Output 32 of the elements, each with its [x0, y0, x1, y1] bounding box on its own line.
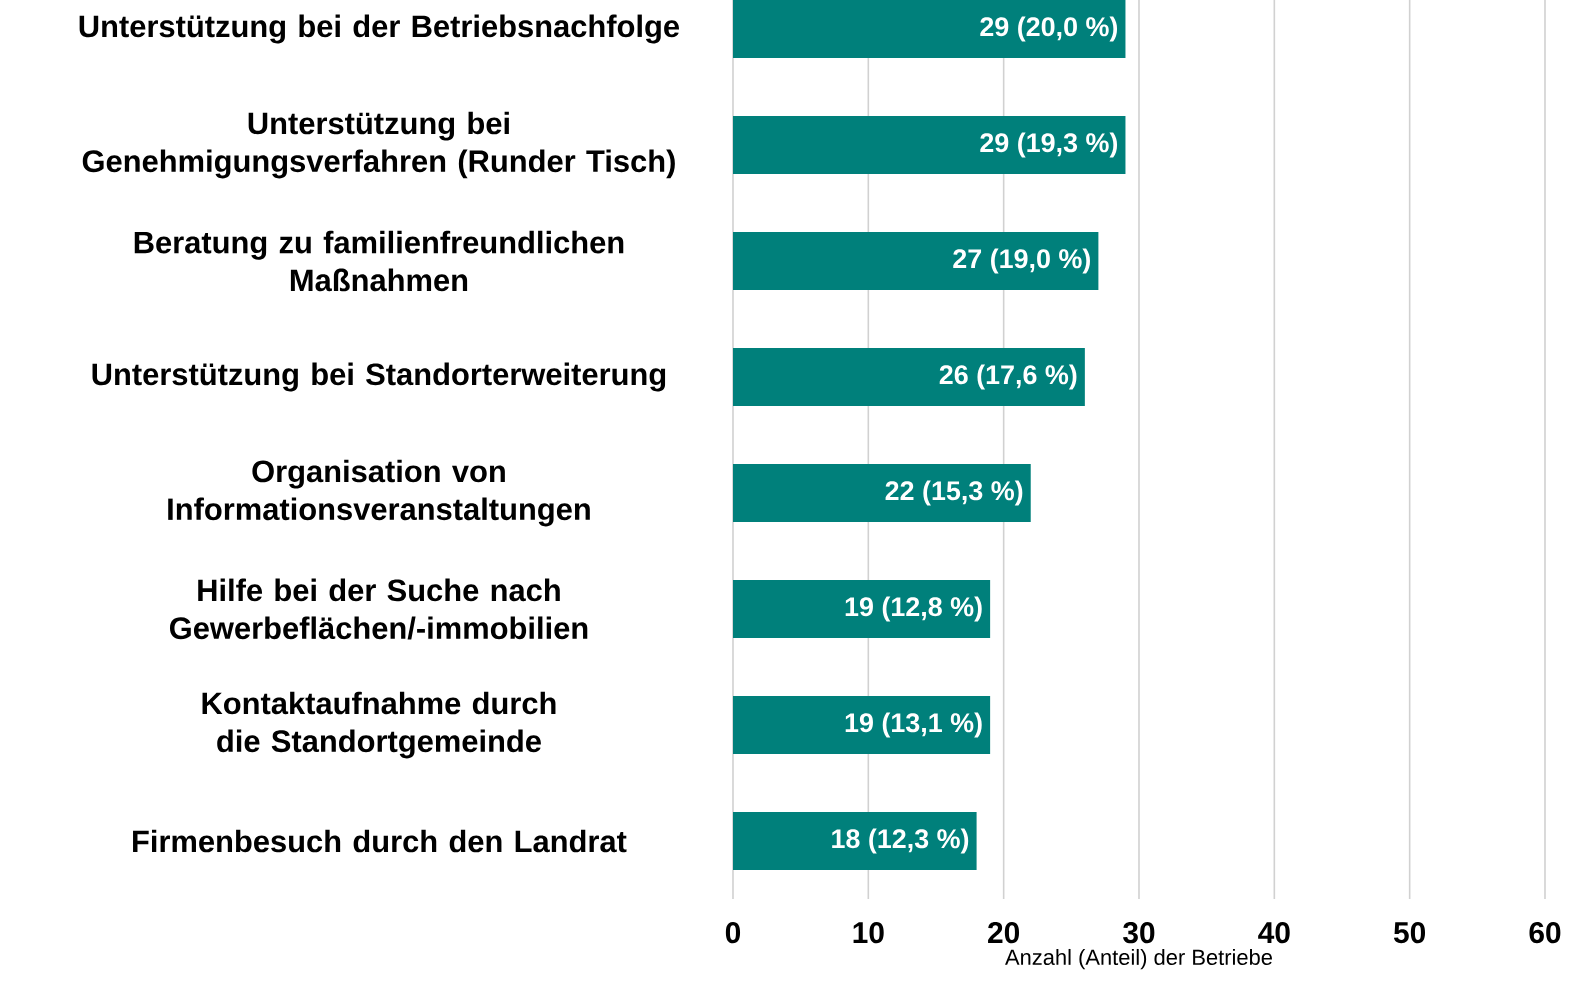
- y-tick-label: Organisation von Informationsveranstaltungen: [168, 459, 590, 527]
- data-label: 29 (20,0 %): [980, 16, 1118, 42]
- data-label: 27 (19,0 %): [953, 248, 1090, 274]
- x-axis-title: Anzahl (Anteil) der Betriebe: [1005, 948, 1272, 970]
- y-tick-label: Hilfe bei der Suche nach Gewerbeflächen/-immobilien: [169, 578, 588, 640]
- x-tick-label: 0: [725, 922, 741, 944]
- y-tick-label: Firmenbesuch durch den Landrat: [133, 829, 627, 853]
- data-label: 29 (19,3 %): [980, 132, 1118, 158]
- data-label: 19 (13,1 %): [845, 712, 982, 738]
- bar: [732, 464, 1031, 523]
- bar: [732, 696, 991, 755]
- bar: [732, 812, 977, 871]
- x-tick-label: 40: [1258, 922, 1290, 944]
- bar: [732, 116, 1126, 175]
- data-label: 26 (17,6 %): [939, 364, 1077, 390]
- y-tick-label: Unterstützung bei Standorterweiterung: [92, 362, 666, 392]
- bar: [732, 348, 1085, 407]
- bar: [732, 232, 1099, 291]
- y-tick-label: Kontaktaufnahme durch die Standortgemeinde: [202, 691, 556, 759]
- data-label: 19 (12,8 %): [845, 596, 982, 622]
- data-label: 22 (15,3 %): [885, 480, 1023, 506]
- data-label: 18 (12,3 %): [832, 828, 969, 854]
- y-tick-label: Unterstützung bei Genehmigungsverfahren (Runder Tisch): [82, 111, 675, 179]
- x-tick-label: 50: [1393, 922, 1426, 944]
- x-tick-label: 20: [988, 922, 1020, 944]
- y-tick-label: Unterstützung bei der Betriebsnachfolge: [79, 14, 680, 44]
- bar: [732, 0, 1126, 59]
- y-tick-label: Beratung zu familienfreundlichen Maßnahmen: [134, 230, 624, 292]
- x-tick-label: 30: [1123, 922, 1155, 944]
- x-tick-label: 10: [853, 922, 884, 944]
- x-tick-label: 60: [1529, 922, 1561, 944]
- bar: [732, 580, 991, 639]
